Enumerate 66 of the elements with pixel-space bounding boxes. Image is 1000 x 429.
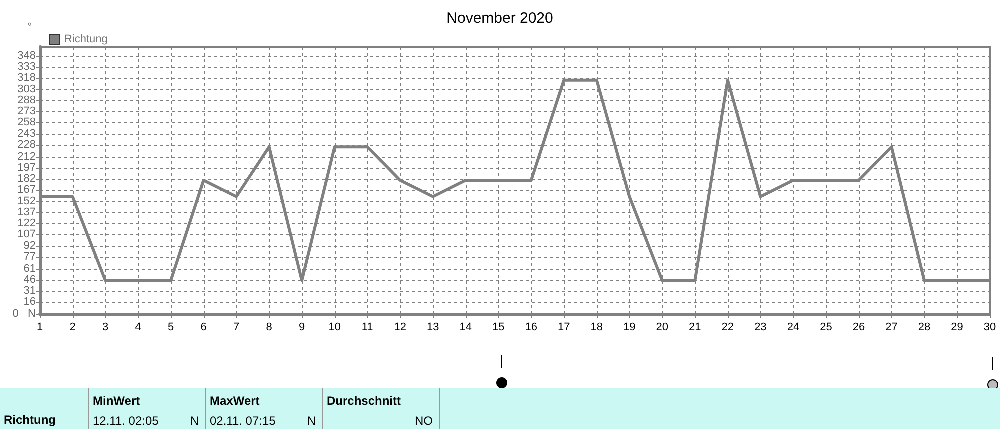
text: N: [190, 414, 199, 428]
x-tick-label: 28: [918, 322, 931, 334]
text: Durchschnitt: [327, 394, 402, 408]
y-tick-label: 258: [18, 116, 36, 129]
x-tick-label: 19: [624, 322, 636, 334]
x-tick-label: 7: [233, 322, 240, 334]
y-tick-label: 167: [18, 184, 36, 196]
text: N: [307, 414, 316, 428]
x-tick-label: 1: [36, 322, 44, 334]
y-tick-label: 303: [18, 83, 36, 96]
x-tick-label: 25: [820, 322, 832, 334]
x-tick-label: 10: [328, 322, 341, 334]
text: 12.11. 02:05: [93, 414, 159, 428]
x-tick-label: 30: [984, 322, 996, 334]
x-tick-label: 2: [70, 322, 76, 334]
y-tick-label: 333: [18, 61, 36, 74]
x-tick-label: 14: [460, 322, 472, 334]
x-tick-label: 3: [102, 322, 109, 334]
text: NO: [415, 414, 433, 428]
text: MinWert: [93, 394, 142, 408]
x-tick-label: 24: [787, 322, 800, 334]
y-tick-label: 107: [18, 228, 36, 241]
x-tick-label: 23: [754, 322, 767, 334]
y-tick-label: 197: [18, 162, 36, 174]
y-tick-label: 182: [18, 173, 36, 186]
y-tick-label: 212: [18, 150, 36, 163]
x-tick-label: 20: [656, 322, 669, 334]
y-tick-label: 16: [24, 296, 36, 308]
x-tick-label: 13: [426, 322, 440, 334]
x-tick-label: 4: [135, 322, 142, 334]
x-tick-label: 29: [951, 322, 964, 334]
x-tick-label: 21: [689, 322, 702, 334]
y-tick-label: 348: [18, 50, 36, 62]
text: MaxWert: [210, 394, 261, 408]
x-tick-label: 11: [362, 322, 374, 334]
x-tick-label: 9: [299, 322, 306, 334]
x-tick-label: 15: [492, 322, 505, 334]
y-tick-label: 0 N: [12, 308, 36, 320]
x-tick-label: 27: [886, 322, 898, 334]
x-tick-label: 5: [168, 322, 174, 334]
y-axis-title: °: [28, 22, 32, 34]
x-tick-label: 8: [266, 322, 272, 334]
y-tick-label: 122: [18, 218, 36, 230]
x-tick-label: 16: [525, 322, 538, 334]
y-tick-label: 243: [18, 128, 36, 140]
legend-label: Richtung: [64, 34, 108, 46]
x-tick-label: 17: [558, 322, 570, 334]
y-tick-label: 137: [18, 206, 36, 218]
y-tick-label: 77: [24, 250, 36, 263]
y-tick-label: 288: [18, 94, 36, 106]
y-tick-label: 31: [24, 285, 36, 298]
y-tick-label: 152: [18, 195, 36, 208]
text: Richtung: [4, 413, 57, 427]
x-tick-label: 22: [722, 322, 734, 334]
text: 02.11. 07:15: [210, 414, 276, 428]
y-tick-label: 318: [18, 72, 36, 84]
y-tick-label: 273: [18, 106, 36, 118]
x-tick-label: 6: [200, 322, 207, 334]
chart-title: November 2020: [446, 10, 554, 27]
y-tick-label: 228: [18, 138, 36, 151]
y-tick-label: 61: [24, 262, 36, 275]
y-tick-label: 46: [24, 274, 36, 286]
y-tick-label: 92: [24, 240, 36, 252]
x-tick-label: 18: [590, 322, 604, 334]
x-tick-label: 12: [394, 322, 406, 334]
x-tick-label: 26: [852, 322, 866, 334]
